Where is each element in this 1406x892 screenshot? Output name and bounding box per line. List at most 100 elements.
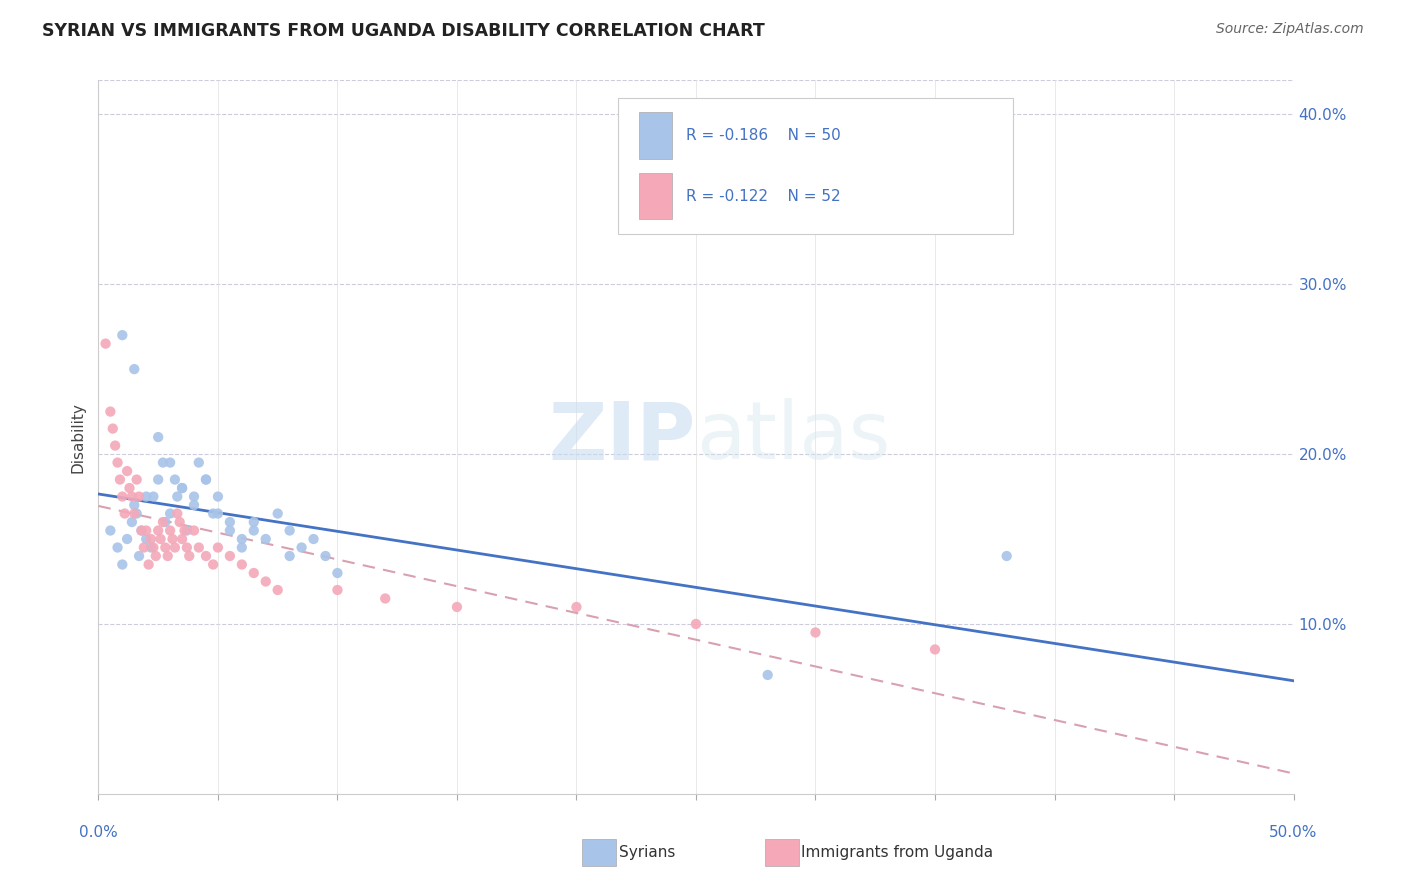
- Point: [159, 456, 181, 470]
- Point: [166, 490, 188, 504]
- Point: [163, 541, 186, 555]
- Text: 50.0%: 50.0%: [1270, 825, 1317, 840]
- Point: [183, 524, 205, 538]
- Text: R = -0.122    N = 52: R = -0.122 N = 52: [686, 189, 841, 203]
- Text: Syrians: Syrians: [619, 846, 675, 860]
- Point: [131, 524, 153, 538]
- Point: [756, 668, 779, 682]
- Point: [124, 507, 146, 521]
- Point: [207, 541, 229, 555]
- Point: [101, 421, 124, 435]
- Point: [995, 549, 1018, 563]
- Point: [148, 430, 170, 444]
- Point: [107, 541, 129, 555]
- Point: [219, 549, 242, 563]
- Point: [145, 549, 167, 563]
- Point: [173, 524, 195, 538]
- Point: [152, 456, 174, 470]
- Point: [148, 473, 170, 487]
- Point: [326, 582, 349, 597]
- Point: [172, 481, 194, 495]
- Point: [302, 532, 325, 546]
- Point: [111, 490, 134, 504]
- Point: [98, 404, 122, 418]
- Point: [111, 328, 134, 343]
- Point: [183, 490, 205, 504]
- Point: [179, 549, 201, 563]
- Point: [278, 549, 301, 563]
- Point: [104, 439, 127, 453]
- Point: [278, 524, 301, 538]
- Point: [202, 507, 225, 521]
- Point: [155, 541, 177, 555]
- Point: [139, 541, 162, 555]
- Point: [194, 473, 218, 487]
- Point: [159, 524, 181, 538]
- Point: [291, 541, 314, 555]
- Point: [374, 591, 396, 606]
- Point: [685, 617, 707, 632]
- Point: [267, 507, 290, 521]
- Point: [172, 481, 194, 495]
- Point: [207, 507, 229, 521]
- Point: [202, 558, 225, 572]
- Point: [183, 498, 205, 512]
- Point: [115, 464, 138, 478]
- Point: [155, 515, 177, 529]
- Point: [243, 524, 266, 538]
- Point: [326, 566, 349, 580]
- Point: [114, 507, 136, 521]
- Point: [111, 558, 134, 572]
- Point: [187, 541, 209, 555]
- Text: 0.0%: 0.0%: [79, 825, 118, 840]
- Point: [219, 524, 242, 538]
- Point: [231, 558, 253, 572]
- Point: [219, 515, 242, 529]
- Y-axis label: Disability: Disability: [70, 401, 86, 473]
- Point: [135, 532, 157, 546]
- Text: atlas: atlas: [696, 398, 890, 476]
- Point: [138, 558, 160, 572]
- Point: [142, 541, 165, 555]
- Point: [187, 456, 209, 470]
- Point: [159, 507, 181, 521]
- Point: [231, 532, 253, 546]
- FancyBboxPatch shape: [619, 98, 1012, 234]
- Point: [176, 524, 198, 538]
- Point: [166, 507, 188, 521]
- Point: [135, 524, 157, 538]
- Point: [924, 642, 946, 657]
- Point: [139, 532, 162, 546]
- Point: [163, 473, 186, 487]
- Text: R = -0.186    N = 50: R = -0.186 N = 50: [686, 128, 841, 143]
- Point: [142, 490, 165, 504]
- Point: [121, 490, 143, 504]
- Point: [194, 473, 218, 487]
- Point: [121, 515, 143, 529]
- Point: [169, 515, 191, 529]
- Bar: [638, 112, 672, 159]
- Point: [156, 549, 179, 563]
- Text: Source: ZipAtlas.com: Source: ZipAtlas.com: [1216, 22, 1364, 37]
- Point: [118, 481, 141, 495]
- Point: [131, 524, 153, 538]
- Point: [152, 515, 174, 529]
- Point: [172, 532, 194, 546]
- Point: [98, 524, 122, 538]
- Point: [128, 549, 150, 563]
- Point: [125, 507, 148, 521]
- Point: [132, 541, 155, 555]
- Point: [125, 473, 148, 487]
- Point: [94, 336, 117, 351]
- Point: [149, 532, 172, 546]
- Point: [231, 541, 253, 555]
- Point: [107, 456, 129, 470]
- Point: [446, 599, 468, 614]
- Point: [565, 599, 588, 614]
- Point: [115, 532, 138, 546]
- Point: [243, 566, 266, 580]
- Bar: [638, 173, 672, 219]
- Point: [194, 549, 218, 563]
- Point: [254, 574, 277, 589]
- Point: [267, 582, 290, 597]
